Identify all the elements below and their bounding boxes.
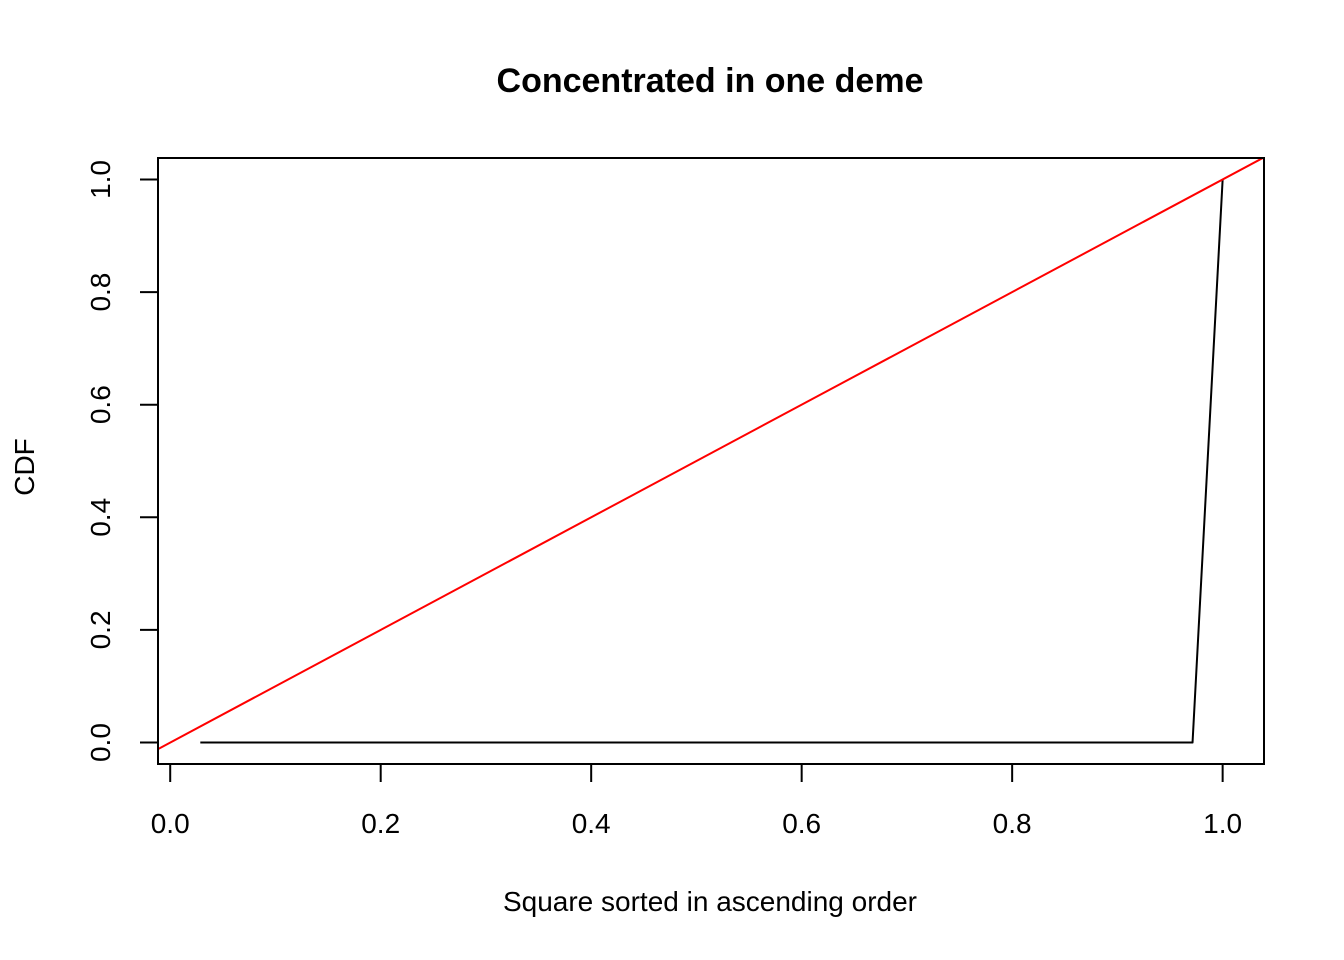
series-layer (158, 158, 1264, 750)
x-tick-label: 0.6 (782, 808, 821, 839)
plot-frame (157, 157, 1265, 765)
y-tick-label: 0.4 (85, 498, 116, 537)
x-tick-label: 0.8 (993, 808, 1032, 839)
x-tick-label: 1.0 (1203, 808, 1242, 839)
y-axis: 0.0 0.2 0.4 0.6 0.8 1.0 (85, 160, 159, 762)
x-axis: 0.0 0.2 0.4 0.6 0.8 1.0 (151, 763, 1242, 839)
y-tick-label: 1.0 (85, 160, 116, 199)
x-tick-label: 0.4 (572, 808, 611, 839)
chart-title: Concentrated in one deme (497, 62, 924, 100)
y-tick-label: 0.0 (85, 723, 116, 762)
y-tick-label: 0.2 (85, 610, 116, 649)
x-tick-label: 0.2 (361, 808, 400, 839)
cdf-line-series (200, 179, 1224, 744)
x-axis-label: Square sorted in ascending order (503, 886, 917, 917)
y-axis-label: CDF (9, 438, 40, 496)
y-tick-label: 0.8 (85, 273, 116, 312)
y-tick-label: 0.6 (85, 385, 116, 424)
reference-line-series (158, 158, 1264, 750)
x-tick-label: 0.0 (151, 808, 190, 839)
